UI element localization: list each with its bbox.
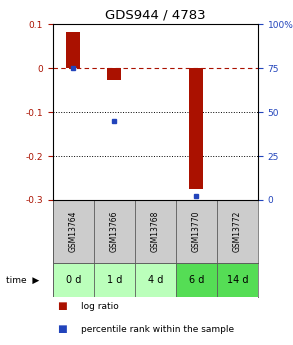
Bar bbox=[66, 32, 80, 68]
Text: GSM13766: GSM13766 bbox=[110, 210, 119, 252]
Bar bbox=[94, 200, 135, 263]
Text: GSM13768: GSM13768 bbox=[151, 211, 160, 252]
Title: GDS944 / 4783: GDS944 / 4783 bbox=[105, 9, 206, 22]
Bar bbox=[53, 263, 94, 297]
Bar bbox=[53, 200, 94, 263]
Text: 6 d: 6 d bbox=[189, 275, 204, 285]
Bar bbox=[107, 68, 121, 80]
Text: 0 d: 0 d bbox=[66, 275, 81, 285]
Text: GSM13764: GSM13764 bbox=[69, 210, 78, 252]
Text: 1 d: 1 d bbox=[107, 275, 122, 285]
Text: time  ▶: time ▶ bbox=[6, 276, 39, 285]
Text: 4 d: 4 d bbox=[148, 275, 163, 285]
Bar bbox=[176, 200, 217, 263]
Bar bbox=[135, 200, 176, 263]
Bar bbox=[176, 263, 217, 297]
Text: ■: ■ bbox=[57, 324, 67, 334]
Bar bbox=[217, 200, 258, 263]
Bar bbox=[94, 263, 135, 297]
Text: log ratio: log ratio bbox=[81, 302, 119, 311]
Text: 14 d: 14 d bbox=[226, 275, 248, 285]
Bar bbox=[217, 263, 258, 297]
Bar bbox=[189, 68, 204, 189]
Text: percentile rank within the sample: percentile rank within the sample bbox=[81, 325, 235, 334]
Bar bbox=[135, 263, 176, 297]
Text: ■: ■ bbox=[57, 301, 67, 311]
Text: GSM13772: GSM13772 bbox=[233, 211, 242, 252]
Text: GSM13770: GSM13770 bbox=[192, 210, 201, 252]
